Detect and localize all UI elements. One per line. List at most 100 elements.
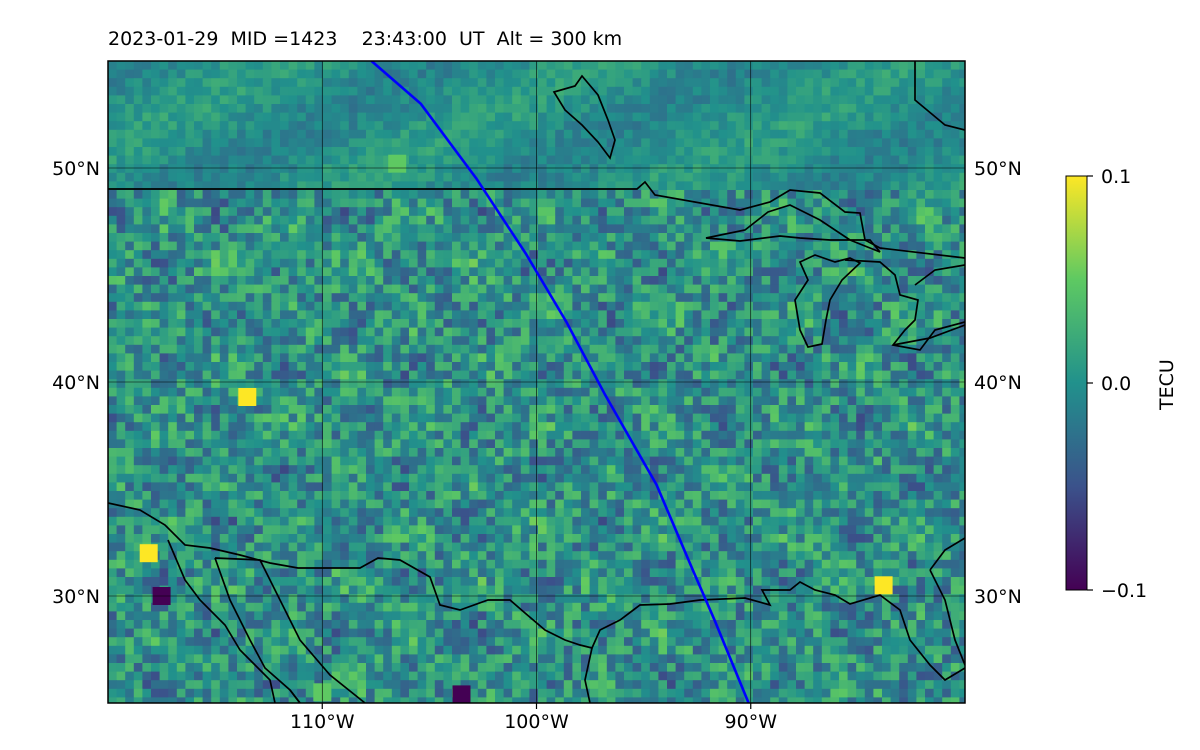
anomaly-pixel xyxy=(108,465,117,475)
anomaly-pixel xyxy=(228,301,238,311)
anomaly-pixel xyxy=(297,190,307,199)
anomaly-pixel xyxy=(159,267,169,277)
anomaly-pixel xyxy=(615,276,625,285)
anomaly-pixel xyxy=(305,121,315,131)
anomaly-pixel xyxy=(787,448,797,457)
anomaly-pixel xyxy=(581,155,590,165)
anomaly-pixel xyxy=(675,61,685,70)
anomaly-pixel xyxy=(606,258,616,268)
anomaly-pixel xyxy=(701,370,711,380)
anomaly-pixel xyxy=(391,310,401,320)
anomaly-pixel xyxy=(933,172,943,182)
anomaly-pixel xyxy=(753,250,762,260)
anomaly-pixel xyxy=(667,95,676,105)
anomaly-pixel xyxy=(520,284,530,294)
anomaly-pixel xyxy=(942,396,952,406)
anomaly-pixel xyxy=(194,396,203,406)
anomaly-pixel xyxy=(219,147,229,156)
anomaly-pixel xyxy=(417,181,427,191)
anomaly-pixel xyxy=(847,198,857,208)
anomaly-pixel xyxy=(925,207,934,217)
anomaly-pixel xyxy=(280,353,289,363)
anomaly-pixel xyxy=(804,258,814,268)
anomaly-pixel xyxy=(581,112,590,122)
anomaly-pixel xyxy=(658,310,668,320)
anomaly-pixel xyxy=(804,190,814,199)
anomaly-pixel xyxy=(400,353,410,363)
anomaly-pixel xyxy=(847,69,857,79)
anomaly-pixel xyxy=(950,344,960,354)
anomaly-pixel xyxy=(443,430,453,440)
anomaly-pixel xyxy=(615,473,625,483)
anomaly-pixel xyxy=(374,396,384,406)
anomaly-pixel xyxy=(546,164,556,174)
anomaly-pixel xyxy=(882,164,891,174)
anomaly-pixel xyxy=(288,129,298,139)
anomaly-pixel xyxy=(916,327,926,337)
anomaly-pixel xyxy=(615,86,625,96)
anomaly-pixel xyxy=(512,430,522,440)
anomaly-pixel xyxy=(778,284,788,294)
anomaly-pixel xyxy=(348,69,358,79)
anomaly-pixel xyxy=(701,138,711,148)
anomaly-pixel xyxy=(950,215,960,225)
anomaly-pixel xyxy=(641,456,651,466)
anomaly-pixel xyxy=(185,301,195,311)
anomaly-pixel xyxy=(237,147,246,156)
anomaly-pixel xyxy=(538,473,547,483)
anomaly-pixel xyxy=(942,155,952,165)
anomaly-pixel xyxy=(331,396,341,406)
anomaly-pixel xyxy=(159,198,169,208)
anomaly-pixel xyxy=(434,112,444,122)
anomaly-pixel xyxy=(520,207,530,217)
anomaly-pixel xyxy=(821,301,831,311)
anomaly-pixel xyxy=(641,413,651,423)
anomaly-pixel xyxy=(348,448,358,457)
anomaly-pixel xyxy=(581,181,590,191)
anomaly-pixel xyxy=(469,258,479,268)
anomaly-pixel xyxy=(348,344,358,354)
anomaly-pixel xyxy=(916,293,926,303)
anomaly-pixel xyxy=(426,155,436,165)
anomaly-pixel xyxy=(452,301,461,311)
anomaly-pixel xyxy=(460,267,470,277)
anomaly-pixel xyxy=(486,336,496,346)
anomaly-pixel xyxy=(753,327,762,337)
anomaly-pixel xyxy=(830,95,840,105)
anomaly-pixel xyxy=(821,104,831,113)
anomaly-pixel xyxy=(469,207,479,217)
anomaly-pixel xyxy=(873,121,883,131)
anomaly-pixel xyxy=(357,250,367,260)
anomaly-pixel xyxy=(460,190,470,199)
anomaly-pixel xyxy=(443,104,453,113)
anomaly-pixel xyxy=(314,121,324,131)
anomaly-pixel xyxy=(735,310,745,320)
anomaly-pixel xyxy=(856,473,866,483)
anomaly-pixel xyxy=(572,319,582,328)
anomaly-pixel xyxy=(950,370,960,380)
anomaly-pixel xyxy=(202,267,212,277)
anomaly-pixel xyxy=(297,370,307,380)
anomaly-pixel xyxy=(125,448,135,457)
anomaly-pixel xyxy=(847,336,857,346)
anomaly-pixel xyxy=(323,482,332,492)
anomaly-pixel xyxy=(787,327,797,337)
anomaly-pixel xyxy=(615,405,625,414)
anomaly-pixel xyxy=(409,86,418,96)
anomaly-pixel xyxy=(194,172,203,182)
anomaly-pixel xyxy=(778,422,788,432)
anomaly-pixel xyxy=(847,181,857,191)
anomaly-pixel xyxy=(546,233,556,242)
anomaly-pixel xyxy=(202,465,212,475)
anomaly-pixel xyxy=(331,164,341,174)
anomaly-pixel xyxy=(228,284,238,294)
anomaly-pixel xyxy=(305,129,315,139)
anomaly-pixel xyxy=(546,241,556,251)
anomaly-pixel xyxy=(228,198,238,208)
anomaly-pixel xyxy=(710,301,719,311)
anomaly-pixel xyxy=(176,319,186,328)
anomaly-pixel xyxy=(254,95,264,105)
anomaly-pixel xyxy=(151,112,160,122)
anomaly-pixel xyxy=(572,465,582,475)
anomaly-pixel xyxy=(271,190,281,199)
